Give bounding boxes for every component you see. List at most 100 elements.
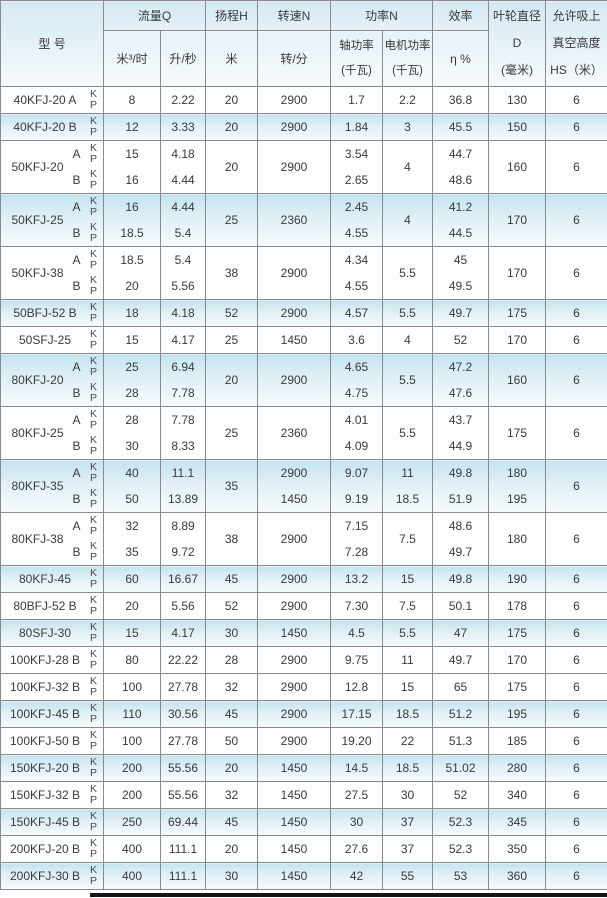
cell-head: 20 bbox=[206, 354, 258, 407]
cell-shaft: 42 bbox=[331, 863, 383, 890]
cell-motor: 37 bbox=[383, 809, 433, 836]
value: 5.4 bbox=[161, 220, 205, 246]
cell-head: 20 bbox=[206, 87, 258, 114]
cell-motor: 5.5 bbox=[383, 354, 433, 407]
col-header-efficiency: 效率 bbox=[433, 1, 489, 31]
cell-speed: 1450 bbox=[258, 755, 331, 782]
cell-motor: 55 bbox=[383, 863, 433, 890]
cell-d: 360 bbox=[489, 863, 546, 890]
cell-ls: 111.1 bbox=[161, 836, 206, 863]
model-name: 80KFJ-38 bbox=[6, 532, 69, 546]
cell-speed: 2900 bbox=[258, 513, 331, 566]
value: 49.8 bbox=[433, 460, 488, 486]
cell-hs: 6 bbox=[546, 620, 607, 647]
cell-ls: 4.17 bbox=[161, 620, 206, 647]
cell-ls: 4.18 bbox=[161, 300, 206, 327]
kp-p: P bbox=[84, 714, 103, 725]
cell-motor: 5.5 bbox=[383, 300, 433, 327]
cell-speed: 2900 bbox=[258, 566, 331, 593]
model-name: 200KFJ-30 B bbox=[6, 869, 84, 883]
cell-head: 20 bbox=[206, 114, 258, 141]
cell-shaft: 30 bbox=[331, 809, 383, 836]
value: 4.44 bbox=[161, 167, 205, 193]
kp-p: P bbox=[84, 633, 103, 644]
cell-hs: 6 bbox=[546, 141, 607, 194]
cell-motor: 15 bbox=[383, 674, 433, 701]
cell-motor: 18.5 bbox=[383, 701, 433, 728]
model-name: 80SFJ-30 bbox=[6, 626, 84, 640]
cell-motor: 7.5 bbox=[383, 593, 433, 620]
variant-letter: B bbox=[69, 380, 84, 406]
cell-eff: 52 bbox=[433, 782, 489, 809]
value: 48.6 bbox=[433, 167, 488, 193]
cell-d: 170 bbox=[489, 647, 546, 674]
cell-speed: 1450 bbox=[258, 782, 331, 809]
col-header-model: 型 号 bbox=[1, 1, 104, 87]
cell-head: 32 bbox=[206, 674, 258, 701]
kp-p: P bbox=[84, 100, 103, 111]
cell-speed: 1450 bbox=[258, 836, 331, 863]
cell-head: 20 bbox=[206, 141, 258, 194]
cell-head: 30 bbox=[206, 620, 258, 647]
cell-eff: 45.5 bbox=[433, 114, 489, 141]
model-name: 80KFJ-20 bbox=[6, 373, 69, 387]
cell-d: 160 bbox=[489, 354, 546, 407]
cell-m3h: 15 bbox=[104, 620, 161, 647]
cell-speed: 2900 bbox=[258, 141, 331, 194]
value: 4.55 bbox=[331, 220, 382, 246]
cell-eff: 51.3 bbox=[433, 728, 489, 755]
model-name: 80KFJ-25 bbox=[6, 426, 69, 440]
value: 4.09 bbox=[331, 433, 382, 459]
model-name: 50KFJ-20 bbox=[6, 160, 69, 174]
cell-head: 38 bbox=[206, 247, 258, 300]
col-subheader-rpm: 转/分 bbox=[258, 31, 331, 87]
value: 7.78 bbox=[161, 380, 205, 406]
cell-ls: 27.78 bbox=[161, 728, 206, 755]
variant-letter: A bbox=[69, 407, 84, 433]
cell-eff: 51.02 bbox=[433, 755, 489, 782]
value: 45 bbox=[433, 247, 488, 273]
value: 7.78 bbox=[161, 407, 205, 433]
value: 3.54 bbox=[331, 141, 382, 167]
cell-motor: 30 bbox=[383, 782, 433, 809]
cell-head: 25 bbox=[206, 407, 258, 460]
value: 30 bbox=[104, 433, 160, 459]
value: 4.34 bbox=[331, 247, 382, 273]
value: 4.65 bbox=[331, 354, 382, 380]
